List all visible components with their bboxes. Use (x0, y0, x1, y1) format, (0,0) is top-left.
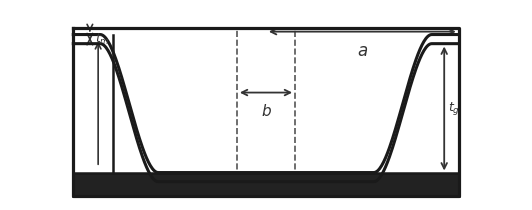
Text: $t_g$: $t_g$ (448, 100, 461, 117)
Text: $a$: $a$ (357, 42, 368, 60)
Text: $t_m$: $t_m$ (95, 32, 110, 47)
Text: $b$: $b$ (261, 103, 271, 119)
Bar (73, 173, 459, 196)
